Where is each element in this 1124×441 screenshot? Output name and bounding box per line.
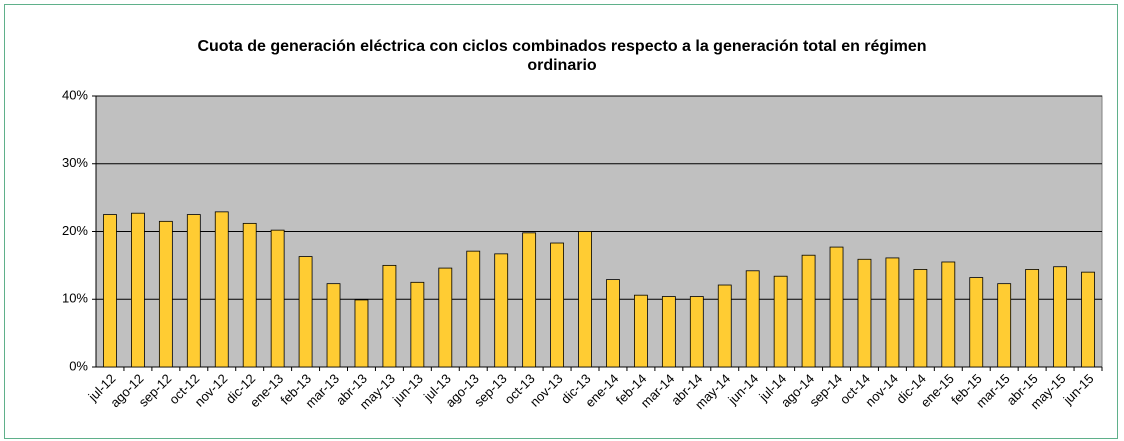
- bar: [550, 242, 564, 368]
- y-tick-label: 30%: [62, 155, 88, 170]
- y-tick-label: 0%: [69, 358, 88, 373]
- bar: [941, 261, 956, 368]
- bar: [857, 258, 872, 368]
- bar: [969, 277, 984, 368]
- bar: [270, 229, 285, 368]
- bar: [997, 283, 1012, 368]
- bar: [382, 264, 397, 368]
- bar: [494, 253, 509, 368]
- bar: [158, 220, 173, 368]
- bar: [773, 275, 788, 368]
- bar: [606, 279, 620, 368]
- bar: [214, 211, 229, 368]
- x-tick-label: jun-15: [1060, 371, 1097, 408]
- bar: [186, 214, 201, 368]
- bar: [410, 281, 425, 368]
- bar: [689, 296, 704, 368]
- x-tick-label: jun-14: [724, 371, 761, 408]
- chart-title: Cuota de generación eléctrica con ciclos…: [197, 38, 927, 74]
- bar: [466, 250, 481, 368]
- y-tick-label: 10%: [62, 291, 88, 306]
- x-tick-label: jun-13: [389, 371, 426, 408]
- bar: [717, 284, 732, 368]
- bar: [829, 246, 844, 368]
- bar: [661, 296, 676, 368]
- bar: [103, 214, 117, 368]
- y-tick-label: 20%: [62, 223, 88, 238]
- bar: [131, 212, 145, 368]
- bar: [1053, 266, 1067, 368]
- bar: [634, 294, 648, 368]
- bar: [326, 283, 341, 368]
- bar: [885, 257, 900, 368]
- bar: [1025, 269, 1040, 368]
- bar: [354, 299, 369, 368]
- bar: [438, 267, 453, 368]
- chart-frame: [4, 4, 1118, 439]
- bar: [745, 270, 760, 368]
- bar: [522, 232, 537, 368]
- bar: [801, 254, 816, 368]
- bar: [578, 231, 592, 368]
- bar: [242, 222, 257, 368]
- bar: [913, 269, 928, 368]
- y-tick-label: 40%: [62, 87, 88, 102]
- bar: [298, 256, 313, 368]
- bar: [1081, 271, 1095, 368]
